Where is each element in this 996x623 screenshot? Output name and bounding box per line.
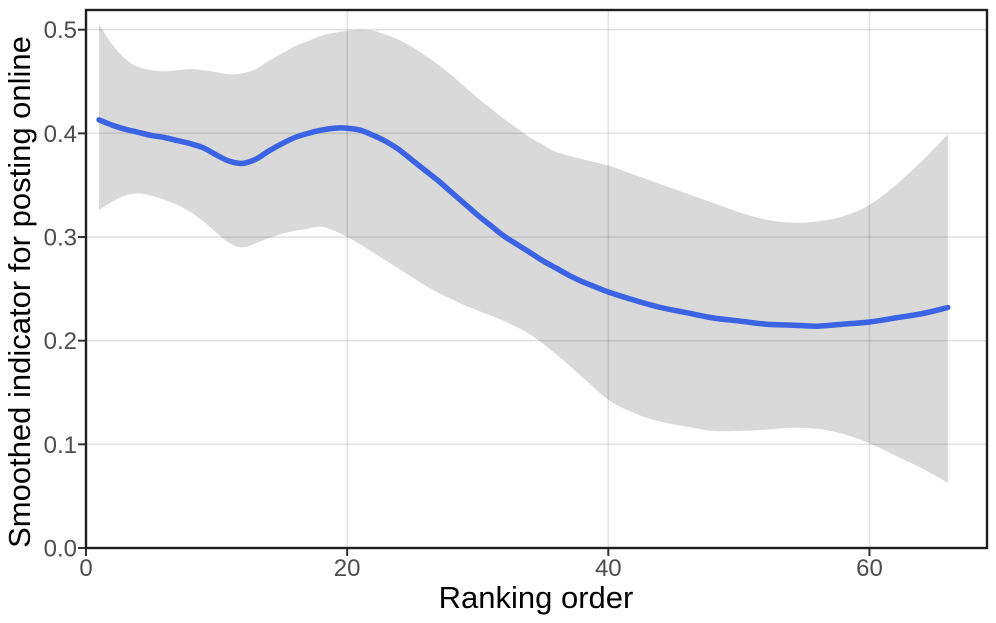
- y-axis-title: Smoothed indicator for posting online: [2, 36, 37, 548]
- x-tick-label: 40: [595, 555, 622, 582]
- y-tick-label: 0.5: [44, 17, 77, 44]
- confidence-band: [99, 24, 948, 483]
- y-tick-label: 0.3: [44, 225, 77, 252]
- x-tick-label: 0: [79, 555, 92, 582]
- plot-panel: 0 20 40 60 0.0 0.1 0.2 0.3 0.4 0.5: [44, 8, 989, 582]
- x-tick-label: 60: [856, 555, 883, 582]
- x-tick-label: 20: [334, 555, 361, 582]
- y-tick-label: 0.0: [44, 536, 77, 563]
- smoothed-line: [96, 117, 951, 329]
- y-tick-label: 0.2: [44, 328, 77, 355]
- y-tick-label: 0.4: [44, 121, 77, 148]
- y-tick-label: 0.1: [44, 432, 77, 459]
- x-axis-title: Ranking order: [439, 580, 634, 615]
- panel-border: [84, 8, 989, 550]
